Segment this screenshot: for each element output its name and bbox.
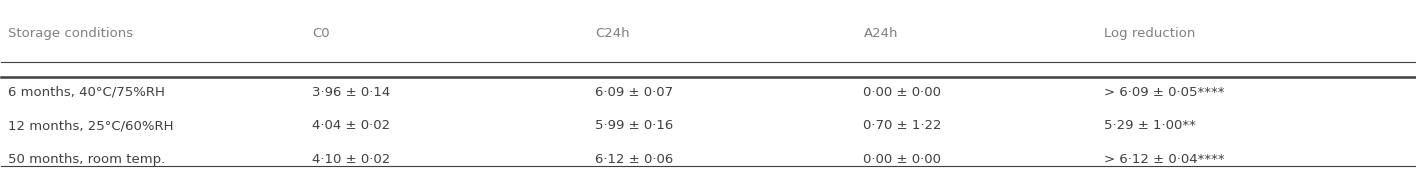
Text: 5·29 ± 1·00**: 5·29 ± 1·00** [1103,119,1195,132]
Text: 4·04 ± 0·02: 4·04 ± 0·02 [313,119,391,132]
Text: 12 months, 25°C/60%RH: 12 months, 25°C/60%RH [8,119,174,132]
Text: C0: C0 [313,27,330,40]
Text: 0·00 ± 0·00: 0·00 ± 0·00 [864,86,942,98]
Text: 4·10 ± 0·02: 4·10 ± 0·02 [313,153,391,166]
Text: 0·00 ± 0·00: 0·00 ± 0·00 [864,153,942,166]
Text: Log reduction: Log reduction [1103,27,1195,40]
Text: C24h: C24h [595,27,630,40]
Text: > 6·12 ± 0·04****: > 6·12 ± 0·04**** [1103,153,1225,166]
Text: 50 months, room temp.: 50 months, room temp. [8,153,166,166]
Text: Storage conditions: Storage conditions [8,27,133,40]
Text: 6·12 ± 0·06: 6·12 ± 0·06 [595,153,673,166]
Text: > 6·09 ± 0·05****: > 6·09 ± 0·05**** [1103,86,1225,98]
Text: A24h: A24h [864,27,898,40]
Text: 6·09 ± 0·07: 6·09 ± 0·07 [595,86,673,98]
Text: 6 months, 40°C/75%RH: 6 months, 40°C/75%RH [8,86,166,98]
Text: 5·99 ± 0·16: 5·99 ± 0·16 [595,119,673,132]
Text: 0·70 ± 1·22: 0·70 ± 1·22 [864,119,942,132]
Text: 3·96 ± 0·14: 3·96 ± 0·14 [313,86,391,98]
